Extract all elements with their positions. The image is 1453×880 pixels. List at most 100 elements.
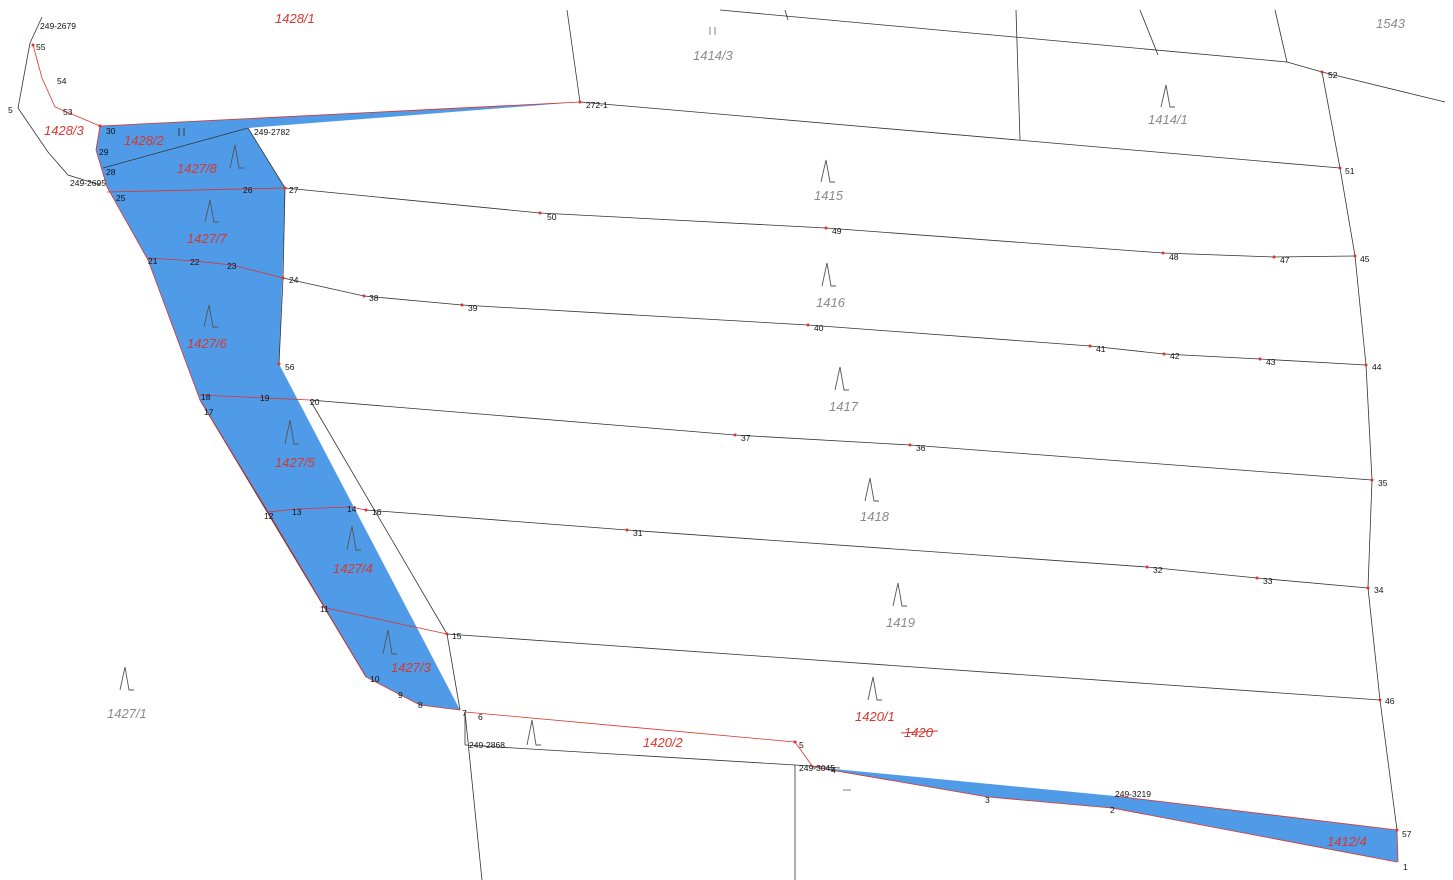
point-label[interactable]: 37 (741, 433, 751, 443)
land-use-symbols (119, 27, 1175, 791)
point-label[interactable]: 249-2868 (469, 740, 505, 750)
point-label[interactable]: 249-2782 (254, 127, 290, 137)
point-label[interactable]: 45 (1360, 254, 1370, 264)
arable-land-icon (203, 304, 218, 328)
point-label[interactable]: 21 (148, 256, 158, 266)
point-label[interactable]: 36 (916, 443, 926, 453)
point-label[interactable]: 48 (1169, 252, 1179, 262)
parcel-label[interactable]: 1427/1 (107, 706, 147, 721)
point-label[interactable]: 32 (1153, 565, 1163, 575)
point-label[interactable]: 15 (452, 631, 462, 641)
point-label[interactable]: 10 (370, 674, 380, 684)
parcel-label[interactable]: 1427/6 (187, 336, 228, 351)
point-label[interactable]: 57 (1402, 829, 1412, 839)
point-label[interactable]: 11 (320, 604, 329, 614)
point-label[interactable]: 47 (1280, 255, 1290, 265)
point-label[interactable]: 40 (814, 323, 824, 333)
point-label[interactable]: 38 (369, 293, 379, 303)
point-label[interactable]: 14 (347, 504, 357, 514)
point-label[interactable]: 272-1 (586, 100, 608, 110)
point-label[interactable]: 28 (106, 167, 116, 177)
parcel-label[interactable]: 1428/2 (124, 133, 165, 148)
point-label[interactable]: 42 (1170, 351, 1180, 361)
parcel-label[interactable]: 1412/4 (1327, 834, 1367, 849)
building-icon (178, 128, 185, 136)
parcel-label[interactable]: 1415 (814, 188, 844, 203)
point-label[interactable]: 27 (289, 185, 299, 195)
arable-land-icon (346, 525, 361, 551)
parcel-label[interactable]: 1428/3 (44, 123, 85, 138)
point-label[interactable]: 249-3045 (799, 763, 835, 773)
point-label[interactable]: 3 (985, 795, 990, 805)
building-icon (709, 27, 716, 35)
parcel-label[interactable]: 1543 (1376, 16, 1406, 31)
point-label[interactable]: 23 (227, 261, 237, 271)
highlight-strip-top[interactable] (100, 102, 580, 150)
point-label[interactable]: 33 (1263, 576, 1273, 586)
parcel-label[interactable]: 1417 (829, 399, 859, 414)
parcel-label[interactable]: 1427/5 (275, 455, 316, 470)
point-label[interactable]: 39 (468, 303, 478, 313)
point-label[interactable]: 46 (1385, 696, 1395, 706)
parcel-label[interactable]: 1414/1 (1148, 112, 1188, 127)
parcel-label[interactable]: 1420/1 (855, 709, 895, 724)
point-label[interactable]: 249-3219 (1115, 789, 1151, 799)
arable-land-icon (382, 629, 397, 655)
parcel-label[interactable]: 1416 (816, 295, 846, 310)
point-label[interactable]: 50 (547, 212, 557, 222)
point-label[interactable]: 56 (285, 362, 295, 372)
parcel-label[interactable]: 1427/4 (333, 561, 373, 576)
point-label[interactable]: 19 (260, 393, 270, 403)
point-label[interactable]: 12 (264, 511, 274, 521)
point-label[interactable]: 43 (1266, 357, 1276, 367)
point-label[interactable]: 5 (8, 105, 13, 115)
point-label[interactable]: 2 (1110, 805, 1115, 815)
point-label[interactable]: 16 (372, 507, 382, 517)
point-label[interactable]: 7 (462, 708, 467, 718)
point-label[interactable]: 5 (799, 740, 804, 750)
point-label[interactable]: 18 (201, 392, 211, 402)
point-label[interactable]: 6 (478, 712, 483, 722)
highlight-strip-bottom[interactable] (813, 767, 1398, 862)
parcel-label[interactable]: 1414/3 (693, 48, 734, 63)
point-label[interactable]: 249-2679 (40, 21, 76, 31)
point-label[interactable]: 30 (106, 126, 116, 136)
point-label[interactable]: 24 (289, 275, 299, 285)
point-label[interactable]: 25 (116, 193, 126, 203)
parcel-label[interactable]: 1428/1 (275, 11, 315, 26)
point-label[interactable]: 8 (418, 700, 423, 710)
point-label[interactable]: 20 (310, 397, 320, 407)
point-label[interactable]: 34 (1374, 585, 1384, 595)
point-label[interactable]: 55 (36, 42, 46, 52)
point-label[interactable]: 54 (57, 76, 67, 86)
arable-land-icon (892, 582, 907, 607)
point-label[interactable]: 53 (63, 107, 73, 117)
highlighted-areas (96, 102, 1398, 862)
point-label[interactable]: 1 (1403, 862, 1408, 872)
point-label[interactable]: 9 (398, 690, 403, 700)
point-label[interactable]: 29 (99, 147, 109, 157)
parcel-label[interactable]: 1420/2 (643, 735, 684, 750)
point-label[interactable]: 4 (831, 765, 836, 775)
point-label[interactable]: 52 (1328, 70, 1338, 80)
point-label[interactable]: 31 (633, 528, 643, 538)
point-label[interactable]: 22 (190, 257, 200, 267)
point-label[interactable]: 17 (204, 407, 214, 417)
highlight-strip-main[interactable] (96, 126, 460, 710)
point-label[interactable]: 44 (1372, 362, 1382, 372)
point-label[interactable]: 35 (1378, 478, 1388, 488)
parcel-label[interactable]: 1427/3 (391, 660, 432, 675)
point-label[interactable]: 51 (1345, 166, 1355, 176)
arable-land-icon (1160, 84, 1175, 108)
point-label[interactable]: 13 (292, 507, 302, 517)
parcel-label[interactable]: 1419 (886, 615, 915, 630)
point-label[interactable]: 49 (832, 226, 842, 236)
parcel-label[interactable]: 1427/7 (187, 231, 228, 246)
point-label[interactable]: 249-2695 (70, 178, 106, 188)
boundary-lines (17, 9, 1446, 880)
parcel-label[interactable]: 1418 (860, 509, 890, 524)
point-label[interactable]: 41 (1096, 344, 1106, 354)
parcel-label[interactable]: 1427/8 (177, 161, 218, 176)
point-label[interactable]: 26 (243, 185, 253, 195)
